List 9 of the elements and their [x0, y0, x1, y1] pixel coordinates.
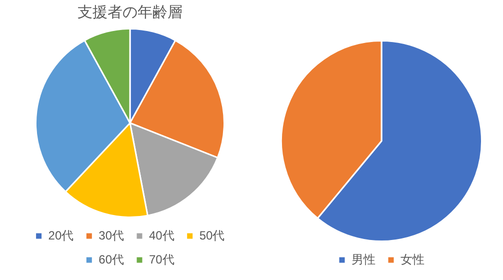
legend-label: 20代 — [48, 228, 74, 242]
chart-title: 支援者の年齢層 — [78, 4, 182, 22]
legend-label: 70代 — [149, 252, 174, 266]
legend-label: 30代 — [98, 228, 124, 242]
legend-label: 女性 — [400, 252, 424, 266]
legend-label: 男性 — [352, 252, 376, 266]
legend-label: 40代 — [149, 228, 174, 242]
legend-label: 50代 — [199, 228, 225, 242]
legend-label: 60代 — [98, 252, 124, 266]
